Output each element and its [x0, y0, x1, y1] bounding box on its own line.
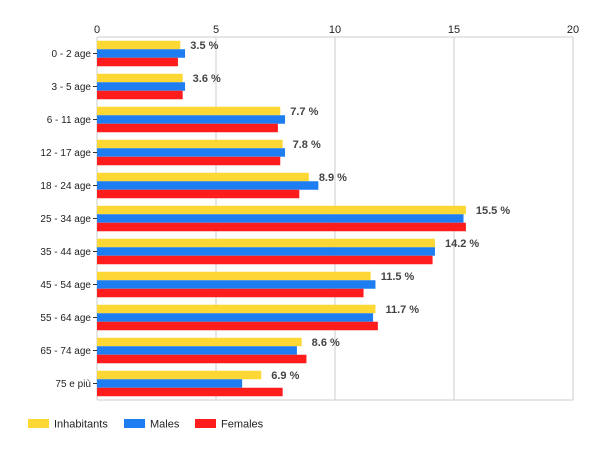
bar-inhabitants-2	[97, 106, 281, 116]
bar-males-10	[97, 379, 243, 388]
data-label: 8.9 %	[319, 172, 347, 184]
bar-inhabitants-7	[97, 271, 371, 281]
legend-label-males: Males	[150, 419, 180, 431]
data-label: 15.5 %	[476, 205, 510, 217]
bar-males-6	[97, 247, 435, 256]
data-label: 14.2 %	[445, 238, 479, 250]
bar-females-8	[97, 321, 378, 331]
category-label: 55 - 64 age	[40, 313, 91, 324]
data-label: 3.6 %	[193, 73, 221, 85]
bar-females-7	[97, 288, 364, 298]
x-tick-label: 0	[94, 24, 100, 36]
bar-females-5	[97, 222, 466, 232]
bar-males-4	[97, 181, 319, 190]
bar-males-8	[97, 313, 374, 322]
x-axis-ticks: 0 5 10 15 20	[94, 24, 579, 36]
bar-inhabitants-9	[97, 337, 302, 347]
data-label: 11.5 %	[381, 271, 415, 283]
legend-swatch-males	[124, 419, 145, 428]
data-label: 6.9 %	[271, 370, 299, 382]
data-labels: 3.5 % 3.6 % 7.7 % 7.8 % 8.9 % 15.5 % 14.2 % 11.…	[190, 40, 510, 382]
x-tick-label: 20	[567, 24, 579, 36]
bar-females-10	[97, 387, 283, 397]
bar-females-9	[97, 354, 307, 364]
bar-males-0	[97, 49, 186, 58]
legend-swatch-females	[195, 419, 216, 428]
legend-label-females: Females	[221, 419, 264, 431]
category-label: 25 - 34 age	[40, 214, 91, 225]
data-label: 3.5 %	[190, 40, 218, 52]
bar-inhabitants-8	[97, 304, 376, 314]
x-tick-label: 15	[448, 24, 460, 36]
bars	[97, 40, 466, 397]
category-label: 65 - 74 age	[40, 346, 91, 357]
bar-inhabitants-4	[97, 172, 309, 182]
category-label: 6 - 11 age	[47, 115, 92, 126]
bar-males-2	[97, 115, 286, 124]
legend-label-inhabitants: Inhabitants	[54, 419, 108, 431]
bar-inhabitants-10	[97, 370, 262, 380]
category-label: 12 - 17 age	[40, 148, 91, 159]
category-labels: 0 - 2 age 3 - 5 age 6 - 11 age 12 - 17 age 1…	[40, 49, 97, 390]
legend: Inhabitants Males Females	[28, 419, 264, 431]
data-label: 7.7 %	[290, 106, 318, 118]
data-label: 11.7 %	[385, 304, 419, 316]
category-label: 0 - 2 age	[52, 49, 92, 60]
bar-females-3	[97, 156, 281, 166]
category-label: 45 - 54 age	[40, 280, 91, 291]
x-tick-label: 10	[329, 24, 341, 36]
grid-lines	[96, 36, 574, 401]
bar-females-1	[97, 90, 183, 100]
bar-females-6	[97, 255, 433, 265]
bar-males-3	[97, 148, 286, 157]
bar-females-2	[97, 123, 278, 133]
x-tick-label: 5	[213, 24, 219, 36]
bar-males-5	[97, 214, 464, 223]
bar-inhabitants-0	[97, 40, 181, 50]
category-label: 35 - 44 age	[40, 247, 91, 258]
legend-swatch-inhabitants	[28, 419, 49, 428]
bar-inhabitants-1	[97, 73, 183, 83]
category-label: 3 - 5 age	[52, 82, 92, 93]
data-label: 8.6 %	[312, 337, 340, 349]
bar-males-1	[97, 82, 186, 91]
bar-females-0	[97, 57, 178, 67]
data-label: 7.8 %	[293, 139, 321, 151]
bar-inhabitants-5	[97, 205, 466, 215]
bar-inhabitants-3	[97, 139, 283, 149]
bar-males-9	[97, 346, 297, 355]
bar-males-7	[97, 280, 376, 289]
bar-females-4	[97, 189, 300, 199]
category-label: 18 - 24 age	[40, 181, 91, 192]
bar-inhabitants-6	[97, 238, 435, 248]
category-label: 75 e più	[55, 379, 91, 390]
